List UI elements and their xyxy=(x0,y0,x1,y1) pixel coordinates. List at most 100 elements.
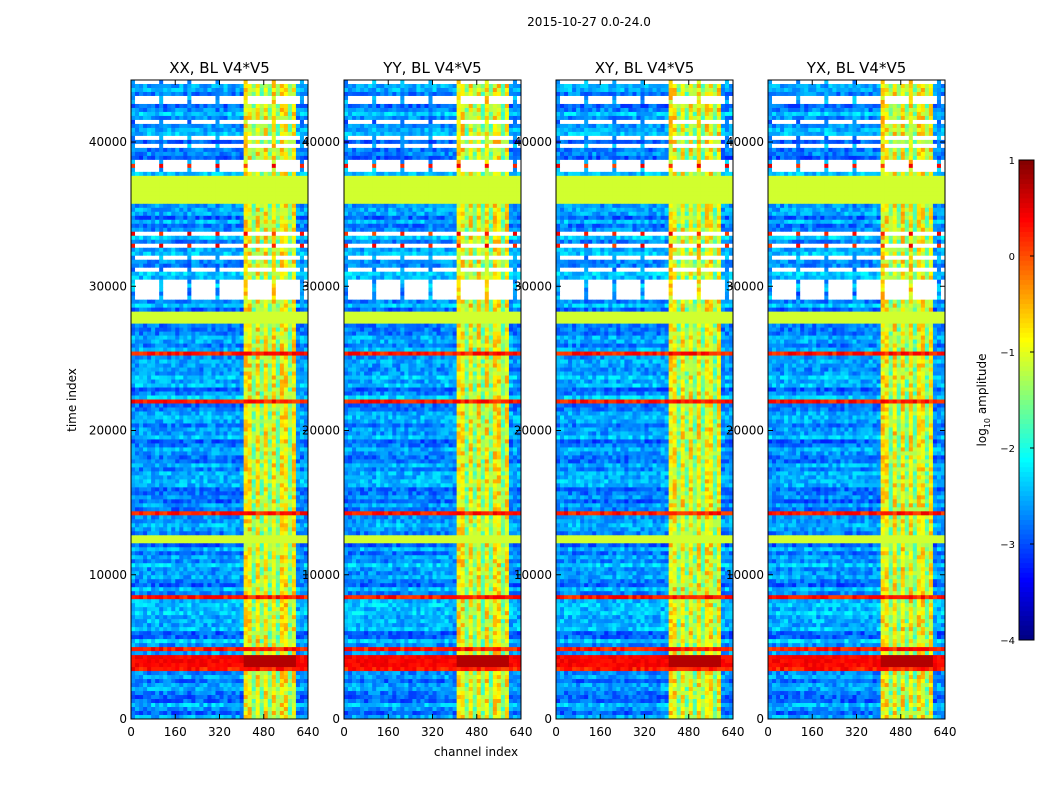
heatmap-cell xyxy=(268,156,272,160)
heatmap-cell xyxy=(143,84,147,88)
heatmap-cell xyxy=(292,132,296,136)
heatmap-cell xyxy=(280,164,284,168)
heatmap-cell xyxy=(199,100,203,104)
heatmap-cell xyxy=(151,100,155,104)
heatmap-cell xyxy=(292,196,296,200)
heatmap-cell xyxy=(215,160,219,164)
heatmap-cell xyxy=(268,152,272,156)
heatmap-cell xyxy=(159,108,163,112)
heatmap-cell xyxy=(236,184,240,188)
heatmap-cell xyxy=(175,108,179,112)
heatmap-cell xyxy=(171,164,175,168)
heatmap-cell xyxy=(135,224,139,228)
heatmap-cell xyxy=(276,104,280,108)
heatmap-cell xyxy=(288,160,292,164)
heatmap-cell xyxy=(272,120,276,124)
heatmap-cell xyxy=(248,88,252,92)
heatmap-cell xyxy=(155,152,159,156)
heatmap-cell xyxy=(268,148,272,152)
heatmap-cell xyxy=(296,208,300,212)
heatmap-cell xyxy=(207,208,211,212)
heatmap-cell xyxy=(260,140,264,144)
heatmap-cell xyxy=(292,96,296,100)
heatmap-cell xyxy=(220,136,224,140)
heatmap-cell xyxy=(260,172,264,176)
heatmap-cell xyxy=(199,224,203,228)
heatmap-cell xyxy=(207,160,211,164)
heatmap-cell xyxy=(252,204,256,208)
heatmap-cell xyxy=(187,184,191,188)
heatmap-cell xyxy=(139,192,143,196)
heatmap-cell xyxy=(268,140,272,144)
heatmap-cell xyxy=(215,188,219,192)
heatmap-cell xyxy=(252,184,256,188)
heatmap-cell xyxy=(272,124,276,128)
heatmap-cell xyxy=(139,92,143,96)
heatmap-cell xyxy=(220,152,224,156)
heatmap-cell xyxy=(131,80,135,84)
heatmap-cell xyxy=(155,124,159,128)
heatmap-cell xyxy=(175,180,179,184)
heatmap-cell xyxy=(256,84,260,88)
heatmap-cell xyxy=(268,172,272,176)
heatmap-cell xyxy=(179,128,183,132)
heatmap-cell xyxy=(187,128,191,132)
heatmap-cell xyxy=(300,168,304,172)
heatmap-cell xyxy=(240,128,244,132)
heatmap-cell xyxy=(147,200,151,204)
heatmap-cell xyxy=(171,124,175,128)
heatmap-cell xyxy=(224,184,228,188)
heatmap-cell xyxy=(268,188,272,192)
heatmap-cell xyxy=(272,88,276,92)
heatmap-cell xyxy=(215,220,219,224)
heatmap-cell xyxy=(167,216,171,220)
heatmap-cell xyxy=(159,84,163,88)
heatmap-cell xyxy=(159,88,163,92)
heatmap-cell xyxy=(155,168,159,172)
heatmap-cell xyxy=(288,108,292,112)
heatmap-cell xyxy=(131,160,135,164)
heatmap-cell xyxy=(155,136,159,140)
heatmap-cell xyxy=(207,176,211,180)
heatmap-cell xyxy=(163,148,167,152)
heatmap-cell xyxy=(256,92,260,96)
heatmap-cell xyxy=(288,128,292,132)
heatmap-cell xyxy=(171,88,175,92)
heatmap-cell xyxy=(211,188,215,192)
heatmap-cell xyxy=(167,224,171,228)
heatmap-cell xyxy=(240,116,244,120)
heatmap-cell xyxy=(300,204,304,208)
heatmap-cell xyxy=(155,108,159,112)
heatmap-cell xyxy=(232,212,236,216)
heatmap-cell xyxy=(155,212,159,216)
heatmap-cell xyxy=(276,136,280,140)
heatmap-cell xyxy=(292,124,296,128)
heatmap-cell xyxy=(244,136,248,140)
heatmap-cell xyxy=(203,152,207,156)
heatmap-cell xyxy=(195,88,199,92)
heatmap-cell xyxy=(232,208,236,212)
heatmap-cell xyxy=(183,132,187,136)
heatmap-cell xyxy=(191,164,195,168)
heatmap-cell xyxy=(135,96,139,100)
heatmap-cell xyxy=(300,124,304,128)
heatmap-cell xyxy=(171,112,175,116)
heatmap-cell xyxy=(151,172,155,176)
heatmap-cell xyxy=(167,220,171,224)
heatmap-cell xyxy=(236,132,240,136)
heatmap-cell xyxy=(244,184,248,188)
heatmap-cell xyxy=(135,176,139,180)
heatmap-cell xyxy=(220,200,224,204)
heatmap-cell xyxy=(155,92,159,96)
heatmap-cell xyxy=(236,140,240,144)
heatmap-cell xyxy=(252,212,256,216)
heatmap-cell xyxy=(288,208,292,212)
heatmap-cell xyxy=(280,104,284,108)
heatmap-cell xyxy=(248,200,252,204)
heatmap-cell xyxy=(143,100,147,104)
heatmap-cell xyxy=(260,88,264,92)
heatmap-cell xyxy=(187,216,191,220)
heatmap-cell xyxy=(292,148,296,152)
heatmap-cell xyxy=(183,224,187,228)
heatmap-cell xyxy=(272,168,276,172)
